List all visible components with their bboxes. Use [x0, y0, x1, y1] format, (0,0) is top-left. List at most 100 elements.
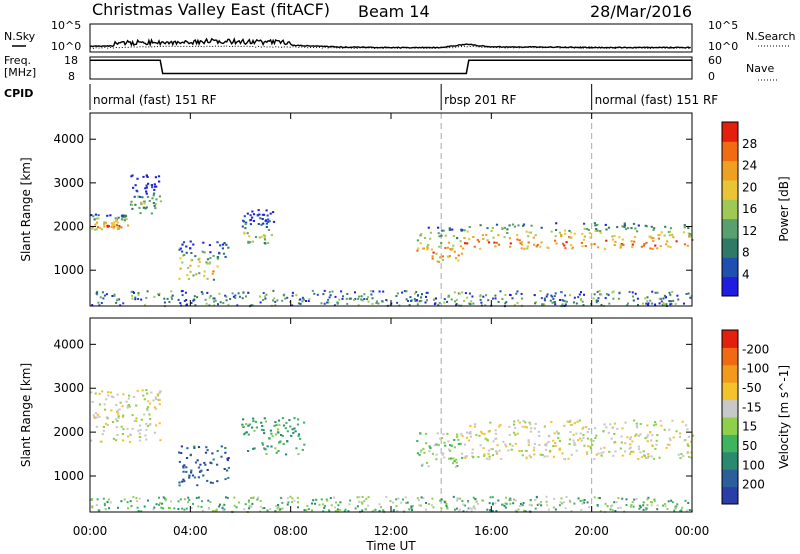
power-swatch-7 — [722, 141, 738, 162]
xlabel: Time UT — [365, 539, 416, 553]
power-feature-1 — [129, 174, 163, 215]
velocity-ytick-label-2: 3000 — [53, 381, 84, 395]
power-colorbar-tick-6: 28 — [742, 137, 757, 151]
noise-line-1 — [89, 45, 691, 50]
power-panel-bg — [90, 113, 692, 306]
velocity-feature-4 — [461, 419, 695, 461]
velocity-swatch-6 — [722, 382, 738, 401]
nave-label: Nave — [746, 62, 774, 75]
power-colorbar-tick-5: 24 — [742, 159, 757, 173]
power-ytick-label-3: 4000 — [53, 132, 84, 146]
power-swatch-2 — [722, 238, 738, 258]
noise-tick-right-bottom: 10^0 — [708, 40, 738, 53]
power-swatch-4 — [722, 199, 738, 220]
velocity-feature-1 — [178, 445, 230, 487]
xtick-label-0: 00:00 — [73, 524, 108, 538]
velocity-colorbar-tick-0: 200 — [742, 478, 765, 492]
velocity-ytick-label-1: 2000 — [53, 425, 84, 439]
noise-line-0 — [89, 37, 691, 49]
cpid-row: normal (fast) 151 RF rbsp 201 RF normal (f… — [89, 84, 719, 110]
freq-tick-bottom: 8 — [68, 70, 75, 83]
power-ytick-label-2: 3000 — [53, 176, 84, 190]
velocity-swatch-1 — [722, 469, 738, 488]
noise-tick-left-top: 10^5 — [51, 19, 81, 32]
velocity-colorbar-tick-6: -100 — [742, 362, 769, 376]
velocity-colorbar-tick-5: -50 — [742, 381, 762, 395]
power-near-range-scatter — [91, 289, 693, 308]
velocity-colorbar-frame — [721, 329, 739, 505]
xtick-label-2: 08:00 — [273, 524, 308, 538]
xtick-label-3: 12:00 — [374, 524, 409, 538]
power-swatch-3 — [722, 218, 738, 239]
velocity-swatch-9 — [722, 330, 738, 348]
velocity-ylabel: Slant Range [km] — [19, 363, 33, 467]
beam-label: Beam 14 — [358, 2, 430, 21]
velocity-swatch-8 — [722, 347, 738, 366]
velocity-near-range-scatter — [90, 495, 693, 513]
power-colorbar-tick-2: 12 — [742, 224, 757, 238]
noise-tick-left-bottom: 10^0 — [51, 40, 81, 53]
power-swatch-6 — [722, 160, 738, 181]
velocity-swatch-2 — [722, 451, 738, 470]
freq-tick-top: 18 — [64, 54, 78, 67]
power-ylabel: Slant Range [km] — [19, 157, 33, 261]
freq-label: Freq. — [4, 54, 31, 67]
velocity-colorbar-tick-1: 100 — [742, 458, 765, 472]
noise-strip-frame — [89, 23, 693, 53]
xtick-label-5: 20:00 — [574, 524, 609, 538]
panels: 1000 2000 3000 4000 Slant Range [km] 1000 2000… — [19, 112, 710, 553]
velocity-swatch-3 — [722, 434, 738, 453]
freq-unit-label: [MHz] — [4, 66, 36, 79]
velocity-ytick-label-0: 1000 — [53, 469, 84, 483]
power-colorbar-tick-0: 4 — [742, 267, 750, 281]
velocity-colorbar: 200 100 50 15 -15 -50 -100 -200 Velocity [m s^-1… — [721, 329, 791, 505]
velocity-panel: 1000 2000 3000 4000 Slant Range [km] 00:00 04:… — [19, 317, 710, 538]
velocity-swatch-5 — [722, 399, 738, 418]
xtick-label-4: 16:00 — [474, 524, 509, 538]
cpid-segment-1: rbsp 201 RF — [444, 93, 516, 107]
power-panel: 1000 2000 3000 4000 Slant Range [km] — [19, 112, 694, 308]
cpid-segment-2: normal (fast) 151 RF — [595, 93, 719, 107]
power-feature-0 — [90, 213, 130, 231]
power-feature-4 — [416, 226, 464, 263]
plot-title: Christmas Valley East (fitACF) — [92, 0, 330, 19]
power-swatch-1 — [722, 257, 738, 278]
velocity-colorbar-tick-4: -15 — [742, 400, 762, 414]
nave-tick-bottom: 0 — [708, 70, 715, 83]
nave-tick-top: 60 — [708, 54, 722, 67]
cpid-segment-0: normal (fast) 151 RF — [93, 93, 217, 107]
velocity-swatch-7 — [722, 364, 738, 383]
velocity-ytick-label-3: 4000 — [53, 337, 84, 351]
xtick-label-1: 04:00 — [173, 524, 208, 538]
noise-tick-right-top: 10^5 — [708, 19, 738, 32]
velocity-colorbar-label: Velocity [m s^-1] — [777, 365, 791, 469]
xtick-label-6: 00:00 — [675, 524, 710, 538]
nsky-label: N.Sky — [4, 30, 36, 43]
power-swatch-5 — [722, 180, 738, 200]
freq-line-0 — [90, 59, 692, 75]
velocity-swatch-0 — [722, 486, 738, 505]
power-swatch-0 — [722, 276, 738, 297]
date-label: 28/Mar/2016 — [590, 2, 692, 21]
power-colorbar-frame — [721, 121, 739, 297]
power-feature-2 — [178, 240, 230, 281]
freq-series — [90, 56, 692, 75]
velocity-feature-3 — [416, 432, 464, 468]
power-feature-5 — [462, 222, 694, 251]
velocity-swatch-4 — [722, 417, 738, 435]
power-ytick-label-1: 2000 — [53, 220, 84, 234]
power-feature-3 — [241, 209, 276, 245]
power-colorbar-tick-3: 16 — [742, 202, 757, 216]
power-ytick-label-0: 1000 — [53, 263, 84, 277]
velocity-feature-0 — [90, 389, 162, 443]
power-colorbar-label: Power [dB] — [777, 176, 791, 241]
power-colorbar-tick-1: 8 — [742, 246, 750, 260]
noise-series — [89, 37, 691, 50]
power-swatch-8 — [722, 122, 738, 142]
nsearch-label: N.Search — [746, 30, 796, 43]
velocity-colorbar-tick-2: 50 — [742, 439, 757, 453]
power-colorbar: 4 8 12 16 20 24 28 Power [dB] — [721, 121, 791, 297]
colorbars: 4 8 12 16 20 24 28 Power [dB] 200 100 50 15 -15 -50 -1… — [721, 121, 791, 505]
velocity-colorbar-tick-3: 15 — [742, 420, 757, 434]
